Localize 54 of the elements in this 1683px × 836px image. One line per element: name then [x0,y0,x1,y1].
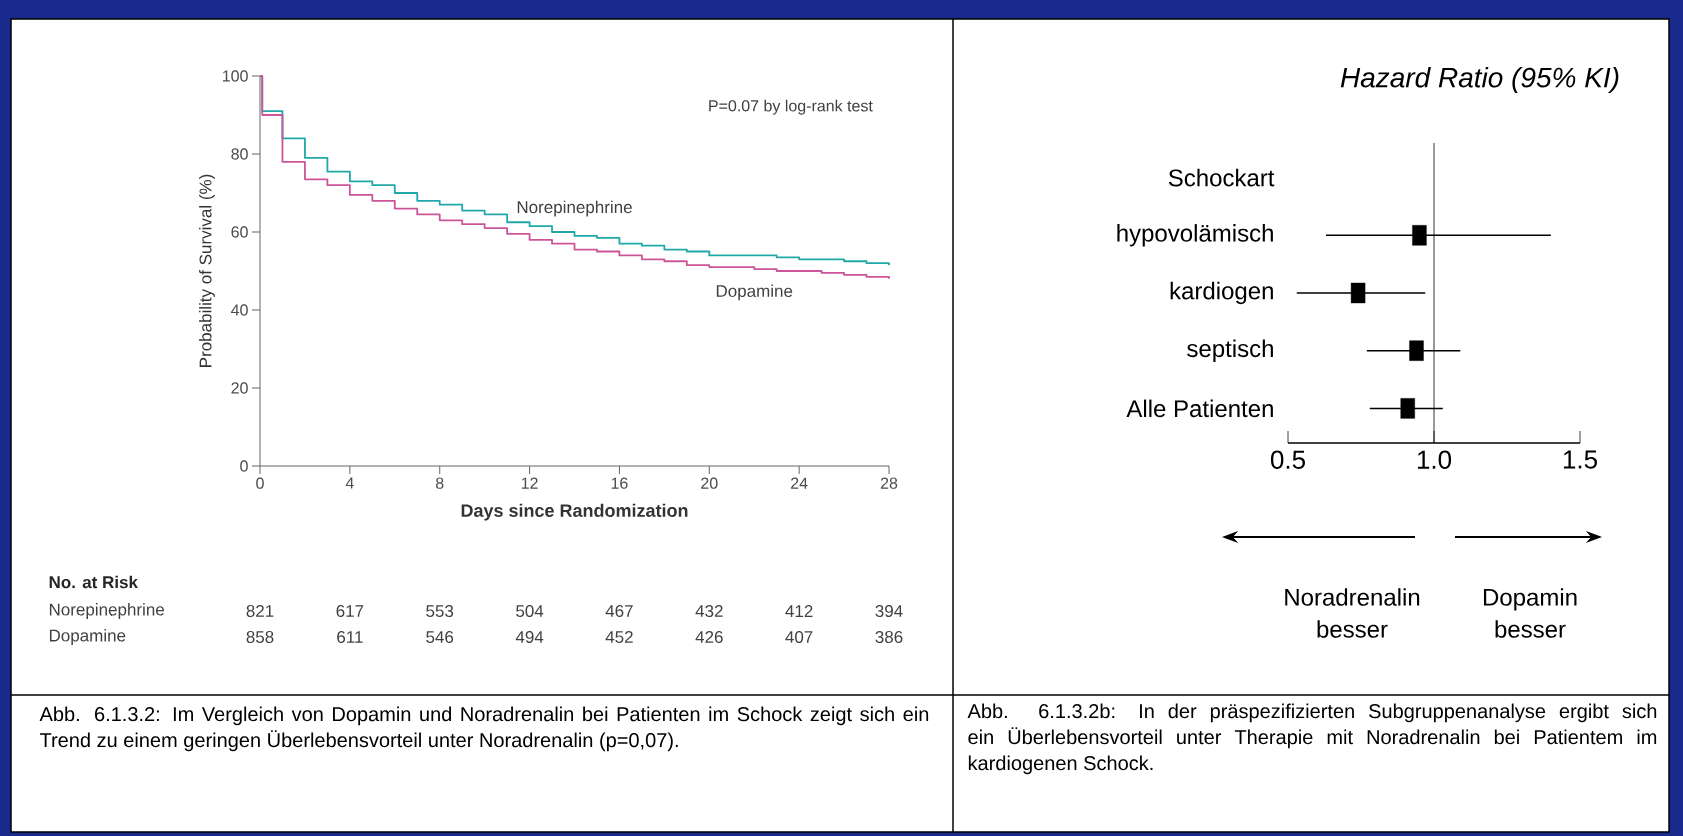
point [1412,225,1427,246]
text: Norepinephrine [49,603,164,619]
caption: Abb. 6.1.3.2b: In der präspezifizierten Subgruppenanalyse ergibt sich ein Überlebensvorteil unter Therapie mit Noradrenalin bei Patientem im kardiogenen Schock. [967,703,1657,775]
point [1350,282,1366,304]
text: 553 [426,604,454,618]
y-tick-label: hypovolämisch [1117,224,1273,247]
point [1400,398,1415,419]
y-tick-label: septisch [1187,339,1273,362]
x-tick-label: 24 [791,477,808,489]
x-tick-label: 0 [256,477,264,489]
y-tick-label: 80 [231,148,248,160]
y-tick-label: 20 [231,382,248,394]
x-tick-label: 1.5 [1563,450,1597,469]
x-tick-label: 1.0 [1417,450,1452,469]
series-label: Dopamine [716,284,793,301]
x-tick-label: 8 [435,477,444,489]
text: 432 [695,604,723,618]
text: Noradrenalin besser [1285,588,1420,638]
y-tick-label: 100 [223,70,248,82]
text: 494 [515,630,544,644]
x-tick-label: 12 [521,477,538,489]
text: 617 [336,604,364,618]
chart-title: Hazard Ratio (95% KI) [1340,66,1619,94]
y-tick-label: 40 [231,304,248,316]
text: 426 [695,630,723,644]
y-tick-label: Alle Patienten [1126,399,1273,418]
text: 467 [605,604,633,618]
x-tick-label: 0.5 [1270,450,1305,469]
annotation: P=0.07 by log-rank test [709,99,873,115]
text: 546 [426,630,454,644]
x-tick-label: 4 [345,477,354,489]
text: No. at Risk [49,575,138,589]
text: 412 [785,605,813,617]
text: 504 [516,604,544,618]
text: 858 [246,630,274,644]
y-tick-label: Schockart [1168,168,1275,187]
text: Dopamin besser [1483,588,1577,638]
text: 407 [785,630,813,644]
caption: Abb. 6.1.3.2: Im Vergleich von Dopamin und Noradrenalin bei Patienten im Schock zeigt sich ein Trend zu einem geringen Überlebensvorteil unter Noradrenalin (p=0,07). [39,706,929,752]
y-axis-title: Probability of Survival (%) [199,174,215,367]
text: Dopamine [49,629,126,645]
point [1409,340,1424,361]
text: 386 [875,630,903,644]
x-tick-label: 28 [880,477,898,489]
x-tick-label: 16 [611,477,628,489]
text: 394 [875,604,903,618]
y-tick-label: 60 [231,226,248,238]
y-tick-label: kardiogen [1170,281,1273,305]
text: 611 [337,630,363,644]
text: 821 [246,604,274,618]
x-axis-title: Days since Randomization [461,503,688,521]
x-tick-label: 20 [701,477,718,489]
text: 452 [605,630,633,644]
series-label: Norepinephrine [517,200,632,217]
